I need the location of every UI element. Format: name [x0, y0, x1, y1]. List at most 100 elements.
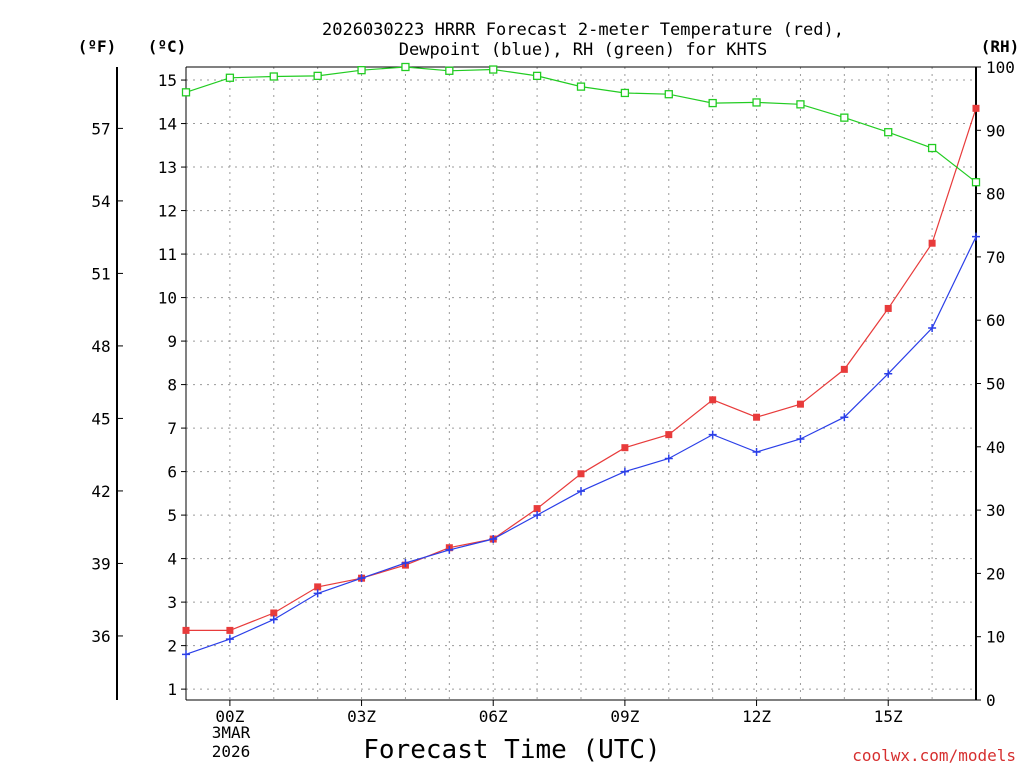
- celsius-tick-label: 14: [158, 115, 177, 134]
- fahrenheit-tick-label: 39: [91, 554, 110, 573]
- celsius-tick-label: 15: [158, 71, 177, 90]
- x-axis-title: Forecast Time (UTC): [363, 735, 660, 765]
- rh-tick-label: 70: [986, 248, 1005, 267]
- celsius-unit-label: (ºC): [148, 37, 187, 56]
- date-label-month: 3MAR: [212, 723, 251, 742]
- date-label-year: 2026: [212, 742, 251, 761]
- celsius-tick-label: 3: [167, 593, 177, 612]
- temperature-point: [270, 609, 278, 617]
- rh-point: [664, 90, 673, 99]
- dewpoint-point: [182, 650, 190, 659]
- temperature-point: [753, 413, 761, 421]
- fahrenheit-tick-label: 36: [91, 627, 110, 646]
- grid-lines: [186, 67, 976, 700]
- x-tick-label: 06Z: [479, 707, 508, 726]
- temperature-point: [709, 396, 717, 404]
- x-tick-label: 15Z: [874, 707, 903, 726]
- temperature-point: [665, 431, 673, 439]
- temperature-point: [314, 583, 322, 591]
- x-tick-label: 12Z: [742, 707, 771, 726]
- rh-tick-label: 30: [986, 501, 1005, 520]
- x-tick-label: 03Z: [347, 707, 376, 726]
- rh-tick-label: 80: [986, 185, 1005, 204]
- celsius-tick-label: 5: [167, 506, 177, 525]
- celsius-tick-label: 10: [158, 289, 177, 308]
- rh-point: [445, 66, 454, 75]
- rh-tick-label: 20: [986, 564, 1005, 583]
- fahrenheit-unit-label: (ºF): [78, 37, 117, 56]
- rh-point: [181, 88, 191, 97]
- dewpoint-point: [445, 545, 454, 554]
- celsius-tick-label: 12: [158, 202, 177, 221]
- rh-point: [225, 73, 235, 82]
- rh-point: [401, 62, 410, 72]
- rh-point: [620, 88, 630, 98]
- fahrenheit-tick-label: 51: [91, 264, 110, 283]
- rh-tick-label: 0: [986, 691, 996, 710]
- dewpoint-point: [796, 434, 805, 443]
- rh-point: [752, 98, 761, 107]
- rh-point: [357, 66, 366, 75]
- chart-title-line-2: Dewpoint (blue), RH (green) for KHTS: [399, 40, 767, 60]
- series-layer: [181, 62, 981, 659]
- x-tick-label: 00Z: [215, 707, 244, 726]
- rh-tick-label: 50: [986, 375, 1005, 394]
- celsius-tick-label: 7: [167, 419, 177, 438]
- dewpoint-point: [401, 558, 410, 567]
- rh-point: [840, 113, 849, 122]
- dewpoint-point: [269, 615, 278, 624]
- dewpoint-point: [357, 574, 366, 583]
- rh-point: [708, 98, 717, 108]
- dewpoint-point: [752, 448, 761, 457]
- rh-point: [576, 82, 586, 91]
- dewpoint-point: [577, 487, 585, 496]
- rh-tick-label: 40: [986, 438, 1005, 457]
- rh-point: [884, 128, 893, 137]
- axes: 1234567891011121314153639424548515457010…: [91, 58, 1015, 726]
- credit-link[interactable]: coolwx.com/models: [852, 746, 1016, 765]
- rh-tick-label: 60: [986, 311, 1005, 330]
- temperature-point: [884, 304, 892, 312]
- temperature-point: [182, 626, 190, 634]
- celsius-tick-label: 11: [158, 245, 177, 264]
- dewpoint-point: [840, 413, 849, 422]
- rh-tick-label: 100: [986, 58, 1015, 77]
- dewpoint-point: [928, 324, 937, 333]
- fahrenheit-tick-label: 45: [91, 409, 110, 428]
- fahrenheit-tick-label: 57: [91, 119, 110, 138]
- rh-point: [313, 71, 322, 81]
- celsius-tick-label: 8: [167, 376, 177, 395]
- rh-tick-label: 90: [986, 121, 1005, 140]
- fahrenheit-tick-label: 42: [91, 482, 110, 501]
- celsius-tick-label: 1: [167, 680, 177, 699]
- celsius-tick-label: 2: [167, 637, 177, 656]
- rh-point: [927, 143, 937, 153]
- temperature-point: [533, 505, 541, 513]
- rh-point: [532, 71, 542, 81]
- rh-point: [489, 65, 498, 74]
- temperature-point: [577, 470, 585, 478]
- rh-point: [269, 72, 278, 81]
- rh-point: [796, 100, 805, 109]
- x-tick-label: 09Z: [610, 707, 639, 726]
- temperature-point: [621, 444, 629, 452]
- temperature-point: [840, 365, 848, 373]
- celsius-tick-label: 6: [167, 463, 177, 482]
- dewpoint-point: [972, 232, 980, 241]
- celsius-tick-label: 4: [167, 550, 177, 569]
- temperature-point: [928, 239, 936, 247]
- dewpoint-point: [225, 635, 234, 644]
- temperature-point: [972, 104, 980, 112]
- chart-title-line-1: 2026030223 HRRR Forecast 2-meter Tempera…: [322, 20, 844, 40]
- rh-unit-label: (RH): [981, 37, 1020, 56]
- temperature-point: [796, 400, 804, 408]
- dewpoint-point: [664, 454, 673, 463]
- dewpoint-point: [708, 430, 717, 439]
- dewpoint-point: [533, 511, 542, 520]
- celsius-tick-label: 13: [158, 158, 177, 177]
- celsius-tick-label: 9: [167, 332, 177, 351]
- fahrenheit-tick-label: 54: [91, 192, 110, 211]
- rh-tick-label: 10: [986, 628, 1005, 647]
